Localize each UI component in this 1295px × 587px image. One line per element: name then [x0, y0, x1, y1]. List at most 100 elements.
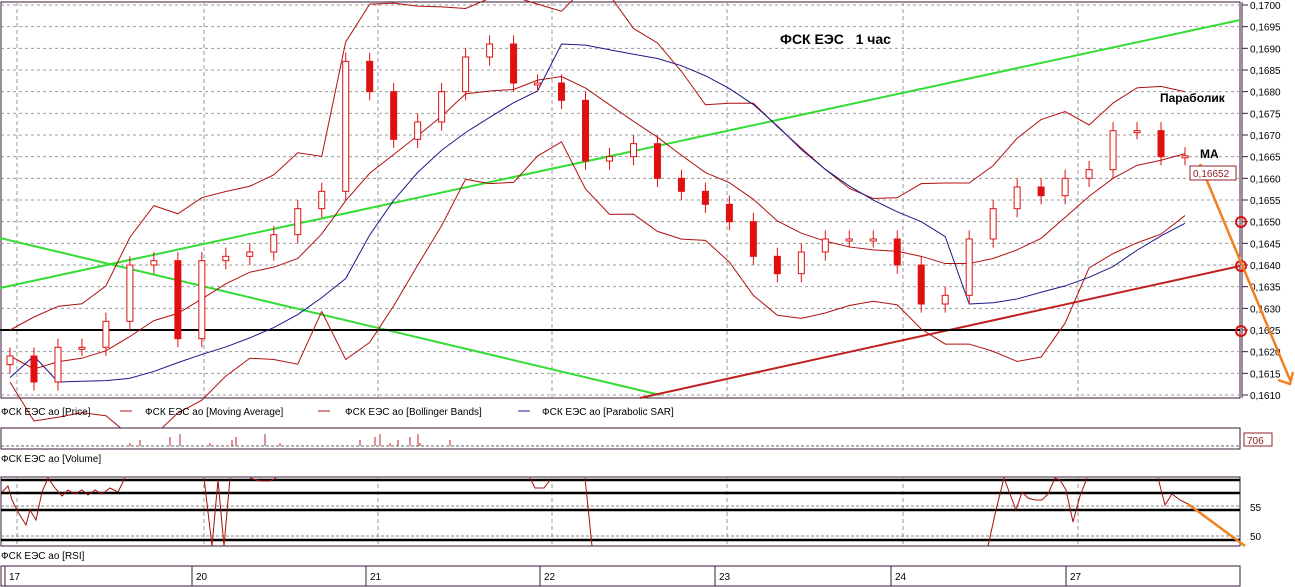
moving-average-line [9, 75, 1186, 370]
candle [605, 156, 613, 162]
candle [773, 255, 781, 275]
y-tick-label: 0,1650 [1250, 218, 1281, 229]
y-tick-label: 0,1645 [1250, 239, 1281, 250]
x-tick-label: 24 [895, 572, 907, 583]
x-tick-label: 27 [1070, 572, 1082, 583]
candle [917, 264, 925, 305]
forecast-arrow [1198, 163, 1292, 381]
annotation-ma: MA [1200, 147, 1219, 161]
level-marker-0-1625 [1235, 325, 1247, 337]
level-marker-0-1650 [1235, 216, 1247, 228]
candle [1061, 177, 1069, 197]
time-axis-labels: 17 20 21 22 23 24 27 [4, 566, 1082, 586]
candle [749, 221, 757, 257]
legend-ma: ФСК ЕЭС ао [Moving Average] [145, 407, 283, 418]
candle [150, 260, 158, 266]
current-price-box [1189, 165, 1237, 181]
rsi-label: ФСК ЕЭС ао [RSI] [1, 551, 85, 562]
candle [30, 355, 38, 383]
candle [845, 238, 853, 242]
candle [653, 143, 661, 179]
arrow-head-icon [1277, 371, 1295, 386]
candle [174, 260, 182, 340]
y-tick-label: 0,1615 [1250, 369, 1281, 380]
bollinger-upper [9, 0, 1186, 331]
y-tick-label: 0,1635 [1250, 283, 1281, 294]
candle [126, 264, 134, 322]
candle [965, 238, 973, 296]
volume-panel [0, 427, 1241, 450]
candle [1157, 130, 1165, 158]
candle [486, 43, 494, 58]
y-tick-label: 0,1640 [1250, 261, 1281, 272]
rsi-gridlines [16, 477, 1079, 546]
y-tick-label: 0,1655 [1250, 196, 1281, 207]
candles [6, 35, 1189, 391]
green-trendline-up [0, 19, 1241, 289]
time-axis [0, 565, 1241, 587]
candle [941, 294, 949, 305]
candle [869, 238, 877, 242]
y-tick-label: 0,1625 [1250, 326, 1281, 337]
rsi-tick-50: 50 [1250, 532, 1262, 543]
candle [438, 91, 446, 123]
y-tick-label: 0,1610 [1250, 391, 1281, 402]
x-tick-label: 20 [196, 572, 208, 583]
y-tick-label: 0,1680 [1250, 88, 1281, 99]
candle [1109, 130, 1117, 171]
parabolic-sar [9, 43, 1186, 383]
candle [821, 238, 829, 253]
candle [270, 234, 278, 253]
y-tick-label: 0,1665 [1250, 153, 1281, 164]
rsi-forecast-arrow [1187, 502, 1246, 548]
bollinger-lower [9, 141, 1186, 437]
candle [414, 121, 422, 140]
candle [989, 208, 997, 240]
candle [797, 251, 805, 275]
candle [318, 190, 326, 210]
candle [198, 260, 206, 340]
candle [1133, 130, 1141, 134]
y-tick-label: 0,1690 [1250, 44, 1281, 55]
candle [342, 60, 350, 192]
candle [366, 60, 374, 93]
x-tick-label: 21 [370, 572, 382, 583]
candle [1085, 169, 1093, 179]
candle [222, 255, 230, 262]
y-tick-label: 0,1660 [1250, 174, 1281, 185]
candle [534, 82, 542, 86]
y-tick-label: 0,1670 [1250, 131, 1281, 142]
candle [629, 143, 637, 158]
candle [582, 99, 590, 162]
candle [462, 56, 470, 93]
x-tick-label: 17 [9, 572, 21, 583]
candle [78, 346, 86, 350]
day-gridlines [16, 2, 1079, 398]
annotation-parabolic: Параболик [1160, 91, 1226, 105]
candle [1013, 186, 1021, 210]
candle [390, 91, 398, 140]
x-tick-label: 22 [544, 572, 556, 583]
y-tick-label: 0,1675 [1250, 109, 1281, 120]
y-tick-label: 0,1620 [1250, 348, 1281, 359]
sar-line [9, 43, 1186, 383]
chart-title: ФСК ЕЭС 1 час [780, 31, 891, 47]
rsi-tick-55: 55 [1250, 503, 1262, 514]
candle [294, 208, 302, 236]
candle [725, 203, 733, 223]
legend-price: ФСК ЕЭС ао [Price] [1, 407, 91, 418]
y-tick-label: 0,1685 [1250, 66, 1281, 77]
candle [1181, 155, 1189, 159]
legend: ФСК ЕЭС ао [Price] ФСК ЕЭС ао [Moving Av… [1, 407, 674, 418]
rsi-line [1, 476, 1189, 547]
candle [510, 43, 518, 84]
candle [677, 177, 685, 192]
candle [246, 251, 254, 257]
bollinger-bands [9, 0, 1186, 437]
price-axis: 0,1700 0,1695 0,1690 0,1685 0,1680 0,1675 0,16… [1241, 1, 1281, 402]
volume-bars [129, 434, 451, 446]
volume-label: ФСК ЕЭС ао [Volume] [1, 454, 101, 465]
legend-bands: ФСК ЕЭС ао [Bollinger Bands] [345, 407, 482, 418]
volume-value-box [1243, 432, 1273, 447]
